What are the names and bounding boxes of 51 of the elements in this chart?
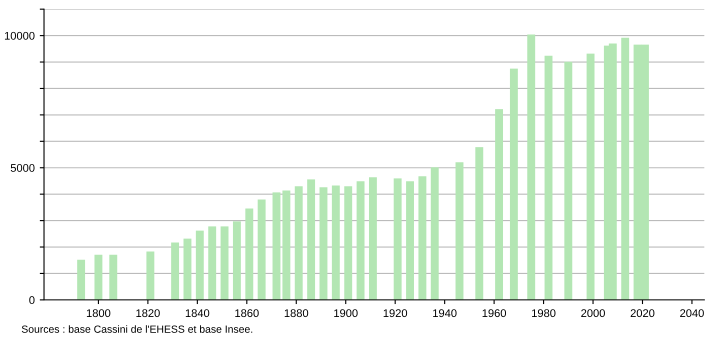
- bar: [332, 185, 340, 300]
- bar: [94, 254, 102, 300]
- x-tick-label: 1880: [284, 309, 308, 318]
- bar: [208, 226, 216, 300]
- bar: [495, 109, 504, 300]
- y-tick-label: 5000: [10, 164, 35, 172]
- bar: [196, 230, 204, 300]
- x-tick-label: 2040: [680, 309, 704, 318]
- bar: [621, 38, 630, 300]
- bar: [307, 179, 316, 300]
- x-tick-label: 1980: [532, 309, 556, 318]
- bar: [527, 34, 536, 300]
- bar: [430, 167, 439, 300]
- x-tick-label: 1920: [384, 309, 408, 318]
- bar: [109, 254, 118, 300]
- bar: [77, 260, 86, 300]
- x-tick-label: 1820: [136, 309, 160, 318]
- bar: [475, 147, 484, 300]
- y-tick-label: 0: [29, 296, 35, 304]
- bar: [586, 54, 595, 300]
- bar: [245, 208, 254, 300]
- x-tick-label: 2000: [581, 309, 605, 318]
- bar: [184, 238, 192, 300]
- bar: [272, 192, 280, 300]
- x-tick-label: 1840: [186, 309, 210, 318]
- x-tick-label: 1940: [433, 309, 457, 318]
- bar: [406, 181, 414, 300]
- x-tick-label: 1960: [482, 309, 506, 318]
- bar: [320, 187, 328, 300]
- bar: [220, 226, 229, 300]
- bar: [282, 190, 290, 300]
- bar: [171, 242, 180, 300]
- x-tick-label: 1900: [334, 309, 358, 318]
- bar: [294, 186, 303, 300]
- bar: [368, 177, 377, 300]
- bar: [456, 162, 464, 300]
- bar: [232, 221, 241, 300]
- bar: [394, 178, 402, 300]
- y-tick-label: 10000: [4, 32, 35, 40]
- bar: [258, 199, 266, 300]
- x-tick-label: 2020: [630, 309, 654, 318]
- x-tick-label: 1800: [86, 309, 110, 318]
- source-note: Sources : base Cassini de l'EHESS et base Insee.: [22, 325, 252, 333]
- bar: [510, 68, 518, 300]
- bar: [544, 56, 552, 300]
- bar: [146, 252, 154, 300]
- bar: [356, 181, 365, 300]
- x-tick-label: 1860: [235, 309, 259, 318]
- bar: [344, 186, 352, 300]
- bar: [564, 62, 572, 300]
- bar: [418, 176, 426, 300]
